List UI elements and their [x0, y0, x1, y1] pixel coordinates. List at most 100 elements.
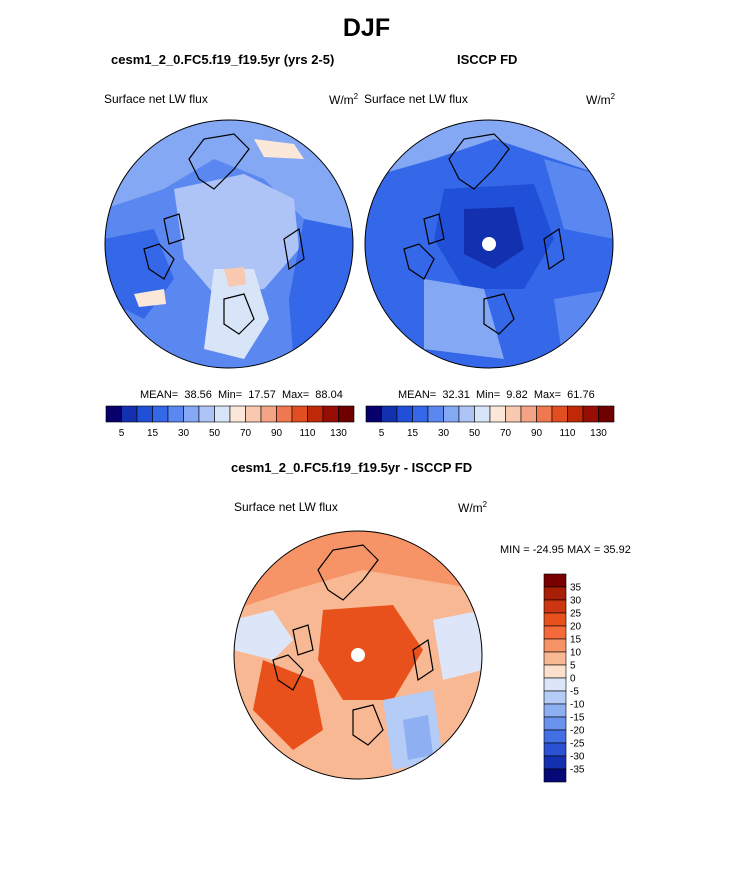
colorbar2-tick-label: 90: [531, 428, 543, 439]
map-panel-3: [233, 530, 483, 780]
colorbar2-swatch: [536, 405, 553, 423]
colorbar1-tick-label: 90: [271, 428, 283, 439]
map2-field-region: [554, 289, 613, 368]
colorbar3-tick-label: -15: [570, 713, 585, 724]
colorbar2-swatch: [582, 405, 599, 423]
colorbar2-swatch: [520, 405, 537, 423]
map1-field-region: [204, 269, 269, 359]
colorbar3-tick-label: 25: [570, 609, 582, 620]
colorbar1-swatch: [183, 405, 200, 423]
map1-field-region: [254, 139, 304, 159]
map3-field-region: [433, 610, 482, 680]
colorbar3-swatch: [543, 742, 567, 757]
colorbar2-swatch: [505, 405, 522, 423]
colorbar1-swatch: [260, 405, 277, 423]
colorbar2-swatch: [412, 405, 429, 423]
colorbar1-swatch: [307, 405, 324, 423]
colorbar3-swatch: [543, 638, 567, 653]
colorbar1-tick-label: 5: [119, 428, 125, 439]
colorbar1-tick-label: 110: [300, 428, 316, 439]
panel1-stats: MEAN= 38.56 Min= 17.57 Max= 88.04: [140, 389, 343, 401]
colorbar3-swatch: [543, 612, 567, 627]
colorbar3-tick-label: 5: [570, 661, 576, 672]
colorbar2-swatch: [489, 405, 506, 423]
colorbar1-tick-label: 50: [209, 428, 221, 439]
colorbar3-swatch: [543, 664, 567, 679]
panel1-variable-label: Surface net LW flux: [104, 92, 208, 106]
colorbar2-tick-label: 70: [500, 428, 512, 439]
colorbar2-swatch: [396, 405, 413, 423]
colorbar3-swatch: [543, 586, 567, 601]
map1-coastlines: [143, 133, 305, 335]
map2-coastlines: [403, 133, 565, 335]
colorbar3-swatch: [543, 716, 567, 731]
colorbar1-swatch: [291, 405, 308, 423]
panel2-units-label: W/m2: [586, 92, 616, 107]
map1-field-region: [224, 267, 246, 287]
map2-field-region: [464, 207, 524, 269]
panel2-title: ISCCP FD: [457, 52, 518, 67]
colorbar1-swatch: [121, 405, 138, 423]
colorbar3-tick-label: 35: [570, 583, 582, 594]
panel3-minmax-label: MIN = -24.95 MAX = 35.92: [500, 544, 631, 556]
colorbar3-swatch: [543, 768, 567, 783]
colorbar3-swatch: [543, 703, 567, 718]
colorbar2-tick-label: 110: [560, 428, 576, 439]
map3-field-region: [234, 610, 293, 660]
colorbar3-tick-label: -35: [570, 765, 585, 776]
colorbar1-swatch: [167, 405, 184, 423]
panel2-variable-label: Surface net LW flux: [364, 92, 468, 106]
panel3-title: cesm1_2_0.FC5.f19_f19.5yr - ISCCP FD: [231, 460, 473, 475]
colorbar1-swatch: [214, 405, 231, 423]
panel1-title: cesm1_2_0.FC5.f19_f19.5yr (yrs 2-5): [111, 52, 335, 67]
panel2-stats: MEAN= 32.31 Min= 9.82 Max= 61.76: [398, 389, 595, 401]
colorbar2-swatch: [443, 405, 460, 423]
map2-polar-gap: [482, 237, 496, 251]
colorbar1-swatch: [136, 405, 153, 423]
map3-field-region: [318, 605, 423, 700]
colorbar3-swatch: [543, 729, 567, 744]
map-panel-2: [364, 119, 614, 369]
colorbar-panel-1: 5 15 30 50 70 90 110 130: [105, 405, 355, 439]
colorbar3-tick-label: -20: [570, 726, 585, 737]
colorbar3-tick-label: 20: [570, 622, 582, 633]
figure-title: DJF: [342, 14, 391, 42]
colorbar3-tick-label: -30: [570, 752, 585, 763]
colorbar2-tick-label: 50: [469, 428, 481, 439]
map3-polar-gap: [351, 648, 365, 662]
map-panel-1: [104, 119, 354, 369]
map3-border: [233, 530, 483, 780]
map3-coastlines: [272, 544, 434, 746]
colorbar-panel-2: 5 15 30 50 70 90 110 130: [365, 405, 615, 439]
colorbar1-swatch: [338, 405, 355, 423]
colorbar3-swatch: [543, 625, 567, 640]
colorbar1-swatch: [152, 405, 169, 423]
colorbar2-swatch: [598, 405, 615, 423]
colorbar2-swatch: [427, 405, 444, 423]
colorbar3-swatch: [543, 573, 567, 588]
panel3-units-label: W/m2: [458, 500, 488, 515]
map2-border: [364, 119, 614, 369]
colorbar2-swatch: [381, 405, 398, 423]
colorbar3-tick-label: 0: [570, 674, 576, 685]
colorbar2-tick-label: 130: [590, 428, 607, 439]
colorbar1-swatch: [105, 405, 122, 423]
colorbar1-tick-label: 15: [147, 428, 159, 439]
map3-field-region: [403, 715, 433, 760]
colorbar2-swatch: [567, 405, 584, 423]
colorbar3-tick-label: 30: [570, 596, 582, 607]
panel3-variable-label: Surface net LW flux: [234, 500, 338, 514]
colorbar-panel-3: 35 30 25 20 15 10 5 0 -5 -10 -15 -20 -25 -30 -35: [543, 573, 585, 783]
map1-field-region: [134, 289, 166, 307]
map3-field-region: [234, 531, 482, 610]
panel1-units-label: W/m2: [329, 92, 359, 107]
colorbar3-swatch: [543, 755, 567, 770]
colorbar3-tick-label: -25: [570, 739, 585, 750]
colorbar2-swatch: [458, 405, 475, 423]
colorbar2-tick-label: 5: [379, 428, 385, 439]
map1-field-region: [174, 174, 299, 294]
colorbar1-swatch: [322, 405, 339, 423]
colorbar3-tick-label: 10: [570, 648, 582, 659]
colorbar3-tick-label: 15: [570, 635, 582, 646]
colorbar2-swatch: [365, 405, 382, 423]
